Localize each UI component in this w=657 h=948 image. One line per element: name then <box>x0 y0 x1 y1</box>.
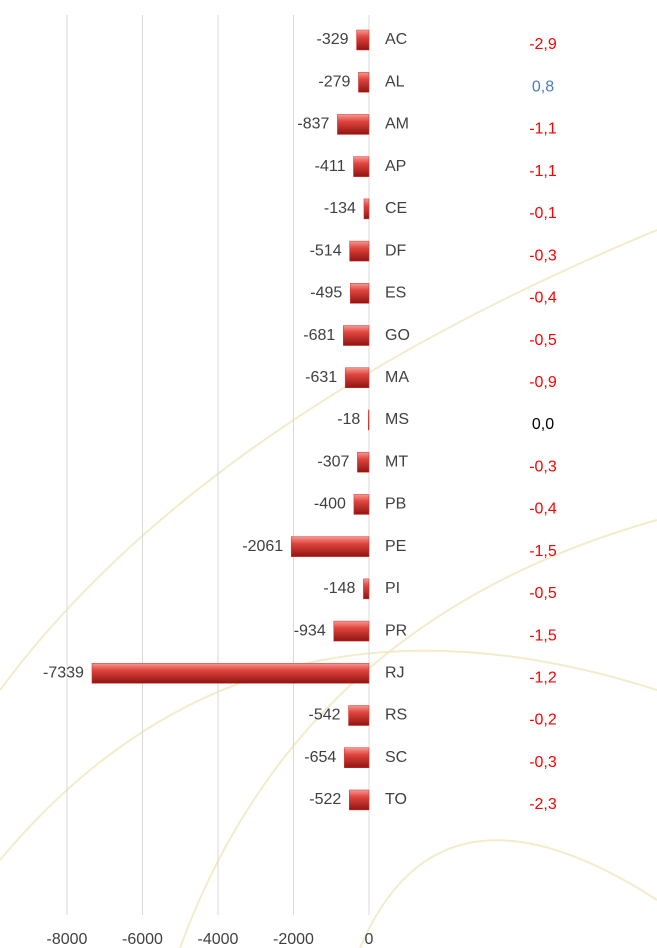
side-value: -2,3 <box>529 796 557 813</box>
bar <box>344 747 370 768</box>
side-value: -0,3 <box>529 458 557 475</box>
bar <box>333 620 370 642</box>
category-label: PB <box>385 496 406 513</box>
side-value: -0,3 <box>529 754 557 771</box>
side-value: -1,5 <box>529 627 557 644</box>
bar <box>363 198 370 220</box>
side-value: -2,9 <box>529 36 557 53</box>
bar-value-label: -514 <box>310 242 342 259</box>
bar-value-label: -400 <box>314 496 346 513</box>
bar <box>358 71 370 93</box>
category-label: ES <box>385 285 406 302</box>
bar-value-label: -148 <box>323 580 355 597</box>
category-label: MT <box>385 453 408 470</box>
bar <box>348 705 370 726</box>
bar <box>349 240 370 262</box>
side-value: -0,4 <box>529 501 557 518</box>
bar <box>353 156 370 177</box>
bar-value-label: -411 <box>315 158 346 175</box>
side-value: -0,4 <box>529 290 557 307</box>
bar-value-label: -631 <box>305 369 337 386</box>
bar-value-label: -681 <box>303 327 335 344</box>
category-label: CE <box>385 200 407 217</box>
category-label: RS <box>385 707 407 724</box>
side-value: -0,3 <box>529 247 557 264</box>
bar <box>357 451 370 473</box>
bar-value-label: -329 <box>317 31 349 48</box>
bar-value-label: -495 <box>310 285 342 302</box>
bar <box>344 367 370 389</box>
category-label: PR <box>385 622 407 639</box>
side-value: -0,9 <box>529 374 557 391</box>
bar <box>368 409 370 431</box>
bar-value-label: -279 <box>318 73 350 90</box>
bar-value-label: -307 <box>317 453 349 470</box>
bar <box>343 325 370 346</box>
x-tick-label: -4000 <box>198 931 239 948</box>
bar <box>356 29 370 51</box>
category-label: TO <box>385 791 407 808</box>
bar <box>350 283 370 304</box>
category-label: RJ <box>385 665 405 682</box>
bar <box>91 663 370 684</box>
bar-value-label: -18 <box>337 411 360 428</box>
category-label: AL <box>385 73 405 90</box>
x-tick-label: -8000 <box>47 931 88 948</box>
category-label: SC <box>385 749 407 766</box>
side-value: -1,1 <box>529 121 557 138</box>
bar-value-label: -654 <box>304 749 336 766</box>
side-value: -0,1 <box>529 205 557 222</box>
bar-value-label: -7339 <box>43 665 84 682</box>
side-value: -0,5 <box>529 585 557 602</box>
bar-value-label: -2061 <box>242 538 283 555</box>
bar <box>353 494 370 515</box>
bar-value-label: -934 <box>294 622 326 639</box>
bar <box>349 789 370 811</box>
x-tick-label: -2000 <box>273 931 314 948</box>
side-value: -0,2 <box>529 712 557 729</box>
category-label: AM <box>385 116 409 133</box>
bar-value-label: -522 <box>309 791 341 808</box>
side-value: -1,2 <box>529 670 557 687</box>
category-label: MS <box>385 411 409 428</box>
side-value: -1,5 <box>529 543 557 560</box>
side-value: 0,0 <box>532 416 554 433</box>
bar-value-label: -542 <box>309 707 341 724</box>
side-value: -0,5 <box>529 332 557 349</box>
side-value: -1,1 <box>529 163 557 180</box>
side-value: 0,8 <box>532 78 554 95</box>
bar <box>290 536 370 557</box>
category-label: GO <box>385 327 410 344</box>
category-label: AP <box>385 158 406 175</box>
category-label: PE <box>385 538 406 555</box>
category-label: DF <box>385 242 407 259</box>
category-label: AC <box>385 31 407 48</box>
x-tick-label: -6000 <box>122 931 163 948</box>
bar <box>363 578 370 600</box>
bar-value-label: -134 <box>324 200 356 217</box>
category-label: PI <box>385 580 400 597</box>
category-label: MA <box>385 369 409 386</box>
bar-value-label: -837 <box>297 116 329 133</box>
x-tick-label: 0 <box>365 931 374 948</box>
bar <box>337 114 370 135</box>
